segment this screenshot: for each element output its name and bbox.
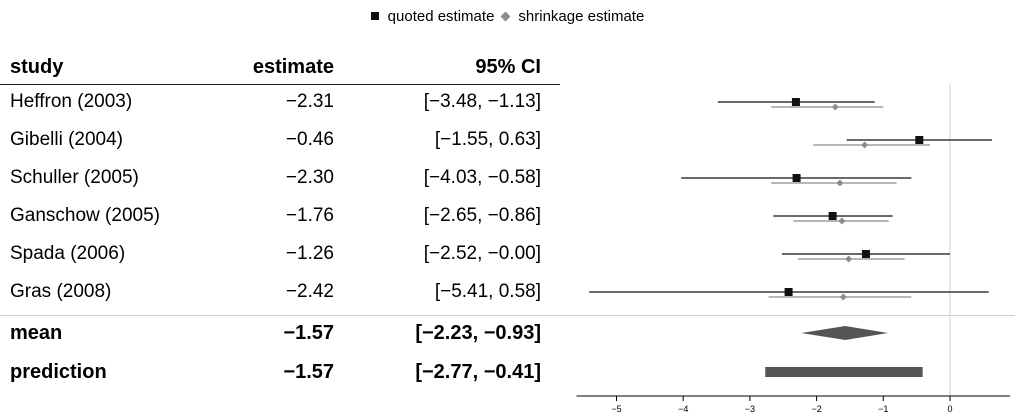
summary-ci-prediction: [−2.77, −0.41] (415, 361, 541, 383)
mean-diamond (801, 326, 888, 340)
header-rule (0, 84, 560, 85)
legend-item-quoted: quoted estimate (370, 7, 495, 25)
shrinkage-estimate-marker (861, 141, 869, 149)
study-estimate: −1.76 (285, 205, 334, 226)
summary-estimate-mean: −1.57 (283, 322, 334, 344)
x-axis-tick-label: −5 (611, 404, 621, 414)
study-name: Gibelli (2004) (10, 129, 123, 150)
study-ci: [−1.55, 0.63] (434, 129, 541, 150)
study-name: Ganschow (2005) (10, 205, 160, 226)
shrinkage-estimate-marker (839, 293, 847, 301)
study-ci: [−4.03, −0.58] (423, 167, 541, 188)
study-estimate: −2.31 (285, 91, 334, 112)
summary-estimate-prediction: −1.57 (283, 361, 334, 383)
quoted-estimate-marker (792, 174, 801, 182)
study-ci: [−3.48, −1.13] (423, 91, 541, 112)
legend-item-shrinkage: shrinkage estimate (500, 7, 645, 25)
prediction-interval-bar (765, 367, 923, 377)
quoted-estimate-marker (915, 136, 924, 144)
quoted-estimate-marker (784, 288, 793, 296)
x-axis-tick-label: −2 (811, 404, 821, 414)
quoted-estimate-marker (828, 212, 837, 220)
study-name: Gras (2008) (10, 281, 112, 302)
column-header-estimate: estimate (252, 56, 334, 78)
study-name: Schuller (2005) (10, 167, 139, 188)
chart-legend: quoted estimate shrinkage estimate (0, 3, 1015, 29)
study-name: Heffron (2003) (10, 91, 133, 112)
study-ci: [−2.65, −0.86] (423, 205, 541, 226)
summary-name-mean: mean (10, 322, 63, 344)
x-axis-tick-label: −1 (878, 404, 888, 414)
quoted-estimate-marker (791, 98, 800, 106)
summary-separator (0, 315, 1015, 316)
summary-ci-mean: [−2.23, −0.93] (415, 322, 541, 344)
quoted-estimate-marker (861, 250, 870, 258)
study-ci: [−5.41, 0.58] (434, 281, 541, 302)
study-ci: [−2.52, −0.00] (423, 243, 541, 264)
column-header-study: study (10, 56, 64, 78)
legend-label-shrinkage: shrinkage estimate (518, 7, 645, 25)
study-estimate: −2.42 (285, 281, 334, 302)
x-axis-tick-label: −3 (745, 404, 755, 414)
column-header-ci: 95% CI (475, 56, 541, 78)
legend-label-quoted: quoted estimate (387, 7, 495, 25)
study-name: Spada (2006) (10, 243, 126, 264)
forest-table: study estimate 95% CI Heffron (2003) −2.3… (0, 56, 560, 383)
shrinkage-estimate-marker (845, 255, 853, 263)
x-axis-tick-label: 0 (947, 404, 952, 414)
x-axis-tick-label: −4 (678, 404, 688, 414)
study-estimate: −2.30 (285, 167, 334, 188)
shrinkage-estimate-marker (831, 103, 839, 111)
square-marker-icon (370, 12, 379, 20)
study-estimate: −0.46 (285, 129, 334, 150)
shrinkage-estimate-marker (838, 217, 846, 225)
summary-name-prediction: prediction (10, 361, 107, 383)
study-estimate: −1.26 (285, 243, 334, 264)
shrinkage-estimate-marker (836, 179, 844, 187)
